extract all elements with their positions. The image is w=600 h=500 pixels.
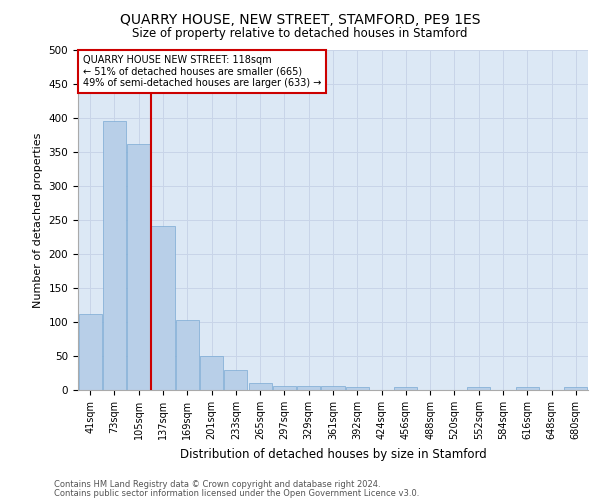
Text: Size of property relative to detached houses in Stamford: Size of property relative to detached ho… xyxy=(132,28,468,40)
Bar xyxy=(176,320,199,390)
Text: Contains public sector information licensed under the Open Government Licence v3: Contains public sector information licen… xyxy=(54,488,419,498)
Bar xyxy=(151,226,175,390)
Bar xyxy=(127,144,150,390)
Bar xyxy=(273,386,296,390)
Bar xyxy=(346,386,369,390)
Bar xyxy=(224,370,247,390)
Bar xyxy=(394,388,418,390)
Text: Contains HM Land Registry data © Crown copyright and database right 2024.: Contains HM Land Registry data © Crown c… xyxy=(54,480,380,489)
Bar xyxy=(565,388,587,390)
Bar xyxy=(297,386,320,390)
Bar xyxy=(516,388,539,390)
Bar xyxy=(248,383,272,390)
Text: QUARRY HOUSE, NEW STREET, STAMFORD, PE9 1ES: QUARRY HOUSE, NEW STREET, STAMFORD, PE9 … xyxy=(120,12,480,26)
Bar xyxy=(79,314,101,390)
Y-axis label: Number of detached properties: Number of detached properties xyxy=(33,132,43,308)
Bar xyxy=(322,386,344,390)
Bar xyxy=(467,388,490,390)
Bar xyxy=(200,356,223,390)
Bar xyxy=(103,122,126,390)
X-axis label: Distribution of detached houses by size in Stamford: Distribution of detached houses by size … xyxy=(179,448,487,460)
Text: QUARRY HOUSE NEW STREET: 118sqm
← 51% of detached houses are smaller (665)
49% o: QUARRY HOUSE NEW STREET: 118sqm ← 51% of… xyxy=(83,55,322,88)
